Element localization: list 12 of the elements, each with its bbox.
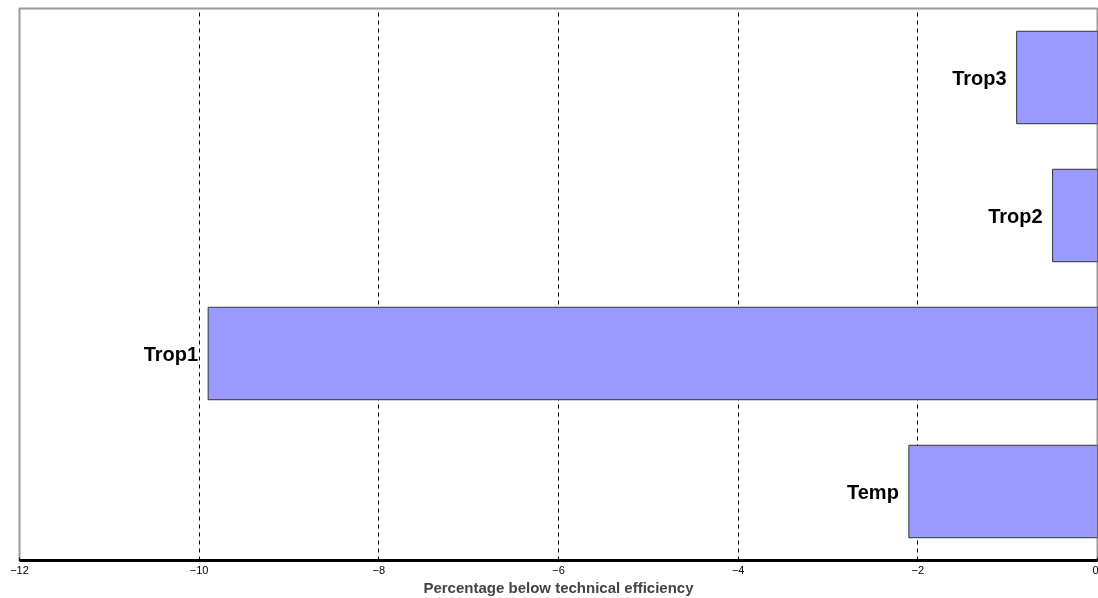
x-tick-label: −12	[10, 563, 29, 576]
x-tick-label: −2	[911, 563, 925, 576]
x-tick-label: 0	[1092, 563, 1098, 576]
y-tick-label: Temp	[846, 480, 899, 503]
x-tick-label: −8	[372, 563, 386, 576]
x-tick-label: −10	[189, 563, 209, 576]
y-tick-label: Trop2	[988, 204, 1043, 227]
x-tick-label: −6	[552, 563, 565, 576]
y-tick-label: Trop1	[143, 342, 199, 365]
y-tick-label: Trop3	[952, 66, 1007, 89]
x-tick-label: −4	[731, 563, 745, 576]
x-axis-title: Percentage below technical efficiency	[423, 578, 695, 596]
